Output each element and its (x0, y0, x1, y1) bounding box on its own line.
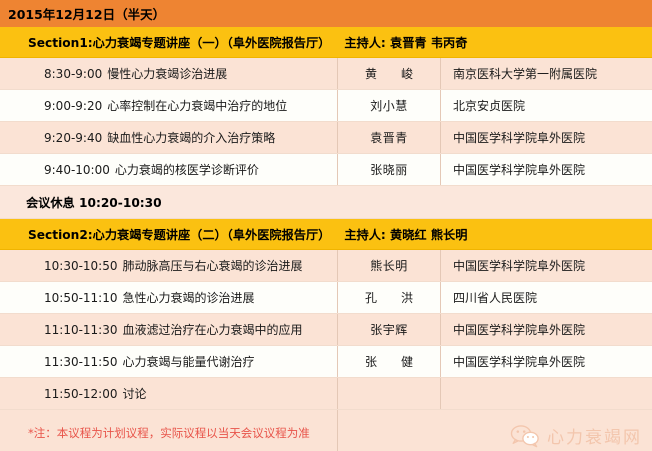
section1-chair: 主持人: 袁晋青 韦丙奇 (344, 36, 468, 50)
row-time: 9:40-10:00 (44, 162, 110, 177)
table-row: 9:40-10:00 心力衰竭的核医学诊断评价 张晓丽 中国医学科学院阜外医院 (0, 154, 652, 186)
section2-chair: 主持人: 黄晓红 熊长明 (344, 228, 468, 242)
row-topic-cell: 9:40-10:00 心力衰竭的核医学诊断评价 (0, 154, 337, 185)
row-organization: 中国医学科学院阜外医院 (440, 314, 652, 345)
row-topic-cell: 10:50-11:10 急性心力衰竭的诊治进展 (0, 282, 337, 313)
section1-title: Section1:心力衰竭专题讲座（一）（阜外医院报告厅） (28, 36, 331, 50)
watermark: 心力衰竭网 (510, 423, 642, 448)
row-time: 9:20-9:40 (44, 130, 103, 145)
row-time: 10:30-10:50 (44, 258, 118, 273)
row-topic: 讨论 (122, 387, 147, 401)
row-organization: 中国医学科学院阜外医院 (440, 250, 652, 281)
row-topic-cell: 9:00-9:20 心率控制在心力衰竭中治疗的地位 (0, 90, 337, 121)
row-organization: 北京安贞医院 (440, 90, 652, 121)
row-topic-cell: 8:30-9:00 慢性心力衰竭诊治进展 (0, 58, 337, 89)
footer-note: *注：本议程为计划议程，实际议程以当天会议议程为准 (28, 426, 310, 440)
break-row: 会议休息 10:20-10:30 (0, 186, 652, 219)
row-topic-cell: 11:30-11:50 心力衰竭与能量代谢治疗 (0, 346, 337, 377)
row-topic-cell: 10:30-10:50 肺动脉高压与右心衰竭的诊治进展 (0, 250, 337, 281)
table-row: 11:30-11:50 心力衰竭与能量代谢治疗 张 健 中国医学科学院阜外医院 (0, 346, 652, 378)
table-row: 10:50-11:10 急性心力衰竭的诊治进展 孔 洪 四川省人民医院 (0, 282, 652, 314)
row-organization: 中国医学科学院阜外医院 (440, 122, 652, 153)
table-row: 11:10-11:30 血液滤过治疗在心力衰竭中的应用 张宇辉 中国医学科学院阜… (0, 314, 652, 346)
row-topic: 缺血性心力衰竭的介入治疗策略 (107, 131, 276, 145)
row-speaker: 张晓丽 (337, 154, 440, 185)
row-speaker: 刘小慧 (337, 90, 440, 121)
table-row: 11:50-12:00 讨论 (0, 378, 652, 410)
row-time: 10:50-11:10 (44, 290, 118, 305)
section2-header: Section2:心力衰竭专题讲座（二）（阜外医院报告厅） 主持人: 黄晓红 熊… (0, 219, 652, 250)
row-speaker: 张 健 (337, 346, 440, 377)
row-topic-cell: 11:50-12:00 讨论 (0, 378, 337, 409)
row-speaker (337, 378, 440, 409)
watermark-text: 心力衰竭网 (547, 428, 642, 448)
table-row: 9:20-9:40 缺血性心力衰竭的介入治疗策略 袁晋青 中国医学科学院阜外医院 (0, 122, 652, 154)
row-organization: 中国医学科学院阜外医院 (440, 154, 652, 185)
row-organization: 四川省人民医院 (440, 282, 652, 313)
break-label: 会议休息 10:20-10:30 (26, 196, 162, 210)
row-organization: 中国医学科学院阜外医院 (440, 346, 652, 377)
row-speaker: 张宇辉 (337, 314, 440, 345)
footer-note-row: *注：本议程为计划议程，实际议程以当天会议议程为准 心力衰竭网 (0, 410, 652, 451)
row-topic: 肺动脉高压与右心衰竭的诊治进展 (122, 259, 303, 273)
row-organization: 南京医科大学第一附属医院 (440, 58, 652, 89)
table-row: 10:30-10:50 肺动脉高压与右心衰竭的诊治进展 熊长明 中国医学科学院阜… (0, 250, 652, 282)
row-topic: 心力衰竭的核医学诊断评价 (114, 163, 259, 177)
wechat-icon (510, 424, 540, 448)
row-time: 11:10-11:30 (44, 322, 118, 337)
section2-title: Section2:心力衰竭专题讲座（二）（阜外医院报告厅） (28, 228, 331, 242)
date-label: 2015年12月12日（半天） (8, 7, 166, 22)
section1-header: Section1:心力衰竭专题讲座（一）（阜外医院报告厅） 主持人: 袁晋青 韦… (0, 27, 652, 58)
footer-column-divider (337, 410, 338, 451)
row-speaker: 黄 峻 (337, 58, 440, 89)
date-header-band: 2015年12月12日（半天） (0, 0, 652, 27)
row-organization (440, 378, 652, 409)
row-topic: 心力衰竭与能量代谢治疗 (122, 355, 255, 369)
row-time: 9:00-9:20 (44, 98, 103, 113)
row-speaker: 袁晋青 (337, 122, 440, 153)
row-time: 11:30-11:50 (44, 354, 118, 369)
row-topic: 急性心力衰竭的诊治进展 (122, 291, 255, 305)
row-topic: 慢性心力衰竭诊治进展 (107, 67, 228, 81)
row-topic: 血液滤过治疗在心力衰竭中的应用 (122, 323, 303, 337)
row-topic-cell: 9:20-9:40 缺血性心力衰竭的介入治疗策略 (0, 122, 337, 153)
row-time: 8:30-9:00 (44, 66, 103, 81)
row-speaker: 熊长明 (337, 250, 440, 281)
row-topic-cell: 11:10-11:30 血液滤过治疗在心力衰竭中的应用 (0, 314, 337, 345)
table-row: 8:30-9:00 慢性心力衰竭诊治进展 黄 峻 南京医科大学第一附属医院 (0, 58, 652, 90)
row-speaker: 孔 洪 (337, 282, 440, 313)
row-topic: 心率控制在心力衰竭中治疗的地位 (107, 99, 288, 113)
table-row: 9:00-9:20 心率控制在心力衰竭中治疗的地位 刘小慧 北京安贞医院 (0, 90, 652, 122)
row-time: 11:50-12:00 (44, 386, 118, 401)
